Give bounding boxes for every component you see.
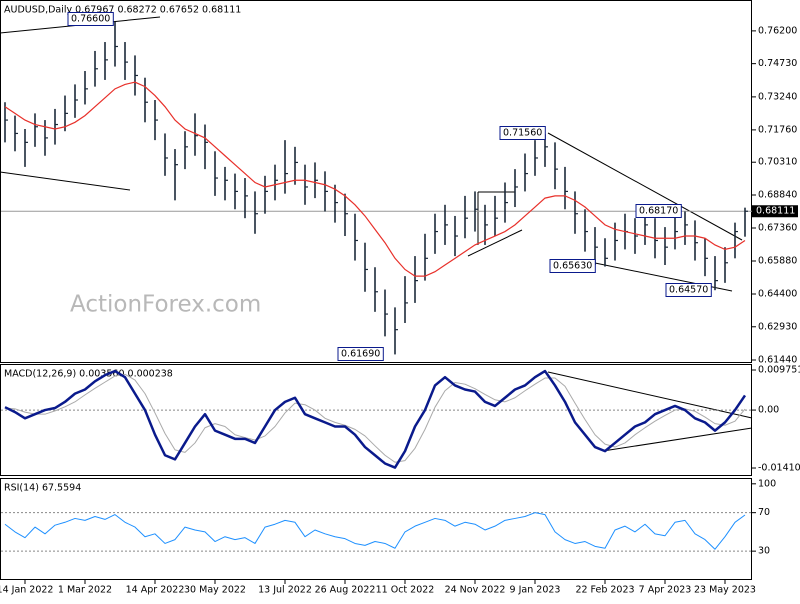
x-tick-label: 1 Mar 2022 — [58, 585, 112, 596]
panel-title: RSI(14) 67.5594 — [4, 483, 81, 494]
x-tick-label: 11 Oct 2022 — [376, 585, 435, 596]
y-tick-label: 0.61440 — [758, 354, 797, 365]
panel-title: AUDUSD,Daily 0.67967 0.68272 0.67652 0.6… — [4, 5, 241, 16]
annotation-box — [499, 126, 546, 140]
x-tick-label: 22 Feb 2023 — [575, 585, 634, 596]
trendline — [547, 132, 743, 241]
last-price-label: 0.68111 — [756, 206, 795, 217]
y-tick-label: 0.67360 — [758, 222, 797, 233]
macd-frame — [0, 364, 752, 476]
annotation-box — [665, 283, 712, 297]
y-tick-label: 0.62930 — [758, 321, 797, 332]
annotation-box — [67, 12, 114, 26]
y-tick-label: 0.71760 — [758, 124, 797, 135]
y-tick-label: 0.76200 — [758, 25, 797, 36]
watermark: ActionForex.com — [70, 292, 261, 318]
y-tick-label: 0.65880 — [758, 255, 797, 266]
y-tick-label: 70 — [758, 507, 770, 518]
x-tick-label: 14 Apr 2022 — [126, 585, 185, 596]
annotation-label: 0.65630 — [553, 261, 592, 272]
y-tick-label: 100 — [758, 478, 776, 489]
y-tick-label: 0.73240 — [758, 91, 797, 102]
x-tick-label: 23 May 2023 — [694, 585, 756, 596]
series-line — [4, 373, 746, 463]
x-tick-label: 30 May 2022 — [184, 585, 246, 596]
sma-line — [4, 81, 746, 277]
x-tick-label: 26 Aug 2022 — [315, 585, 376, 596]
panel-title: MACD(12,26,9) 0.003560 0.000238 — [4, 369, 173, 380]
y-tick-label: 0.64400 — [758, 288, 797, 299]
y-tick-label: -0.014107 — [758, 463, 800, 474]
annotation-label: 0.61690 — [341, 349, 380, 360]
x-tick-label: 9 Jan 2023 — [510, 585, 561, 596]
annotation-label: 0.76600 — [71, 14, 110, 25]
y-tick-label: 0.009751 — [758, 365, 800, 376]
series-line — [4, 369, 747, 469]
trendline — [467, 229, 523, 257]
series-line — [4, 512, 746, 550]
trendline — [0, 171, 131, 191]
last-price-bg — [752, 205, 798, 218]
trendline — [602, 427, 753, 452]
annotation-box — [549, 259, 596, 273]
last-price-box: 0.68111 — [752, 205, 798, 218]
annotation-label: 0.64570 — [669, 285, 708, 296]
y-tick-label: 0.68840 — [758, 189, 797, 200]
x-tick-label: 24 Nov 2022 — [445, 585, 506, 596]
annotation-box — [337, 347, 384, 361]
annotation-label: 0.71560 — [503, 128, 542, 139]
rsi-frame — [0, 478, 752, 580]
x-tick-label: 7 Apr 2023 — [639, 585, 692, 596]
annotation-label: 0.68170 — [639, 206, 678, 217]
price-frame — [0, 0, 752, 363]
annotation-box — [635, 204, 682, 218]
y-tick-label: 30 — [758, 546, 770, 557]
y-tick-label: 0.70310 — [758, 157, 797, 168]
x-tick-label: 13 Jul 2022 — [258, 585, 312, 596]
x-tick-label: 14 Jan 2022 — [0, 585, 53, 596]
y-tick-label: 0.74730 — [758, 58, 797, 69]
y-tick-label: 0.00 — [758, 405, 779, 416]
